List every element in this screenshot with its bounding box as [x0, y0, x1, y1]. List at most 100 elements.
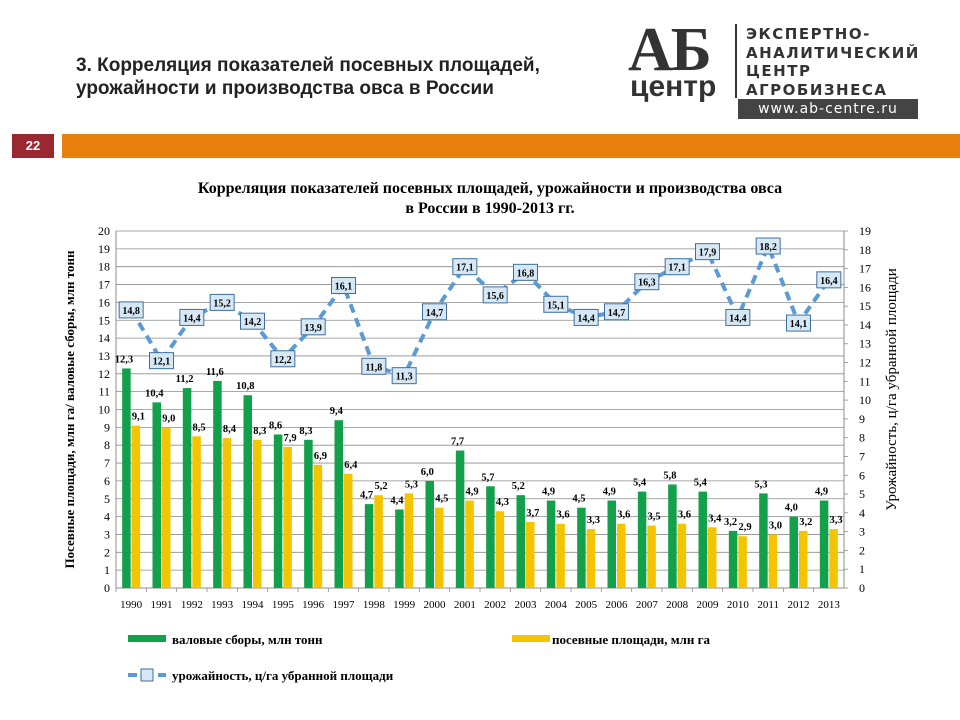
data-label-yield: 14,8 [122, 306, 140, 317]
data-label-yield: 11,8 [365, 362, 382, 373]
bar-sown-area [162, 427, 171, 588]
legend-label-gross-harvest: валовые сборы, млн тонн [172, 632, 323, 647]
x-tick-label: 1991 [151, 599, 173, 611]
x-tick-label: 2006 [606, 599, 629, 611]
slide-title-line1: 3. Корреляция показателей посевных площа… [76, 55, 540, 76]
logo-url: www.ab-centre.ru [738, 99, 918, 119]
bar-gross-harvest [395, 509, 404, 588]
x-tick-label: 2012 [788, 599, 810, 611]
y2-tick-label: 6 [859, 468, 865, 482]
y-tick-label: 20 [98, 224, 110, 238]
data-label-yield: 16,8 [517, 268, 535, 279]
data-label-yield: 17,1 [668, 263, 686, 274]
bar-gross-harvest [728, 530, 738, 588]
marker-yield [422, 303, 447, 321]
data-label-gross-harvest: 8,3 [299, 426, 312, 437]
legend-label-sown-area: посевные площади, млн га [552, 632, 710, 647]
y-tick-label: 12 [98, 367, 110, 381]
bar-gross-harvest [152, 402, 161, 588]
data-label-yield: 14,1 [790, 319, 808, 330]
x-tick-label: 2004 [545, 599, 568, 611]
x-tick-label: 1998 [363, 599, 386, 611]
slide-title: 3. Корреляция показателей посевных площа… [76, 54, 596, 100]
data-label-gross-harvest: 8,6 [269, 420, 282, 431]
marker-yield [695, 243, 720, 261]
x-tick-label: 2013 [818, 599, 841, 611]
data-label-yield: 12,2 [274, 355, 292, 366]
data-label-gross-harvest: 5,7 [481, 472, 494, 483]
logo-text-line2: АНАЛИТИЧЕСКИЙ [746, 43, 920, 62]
data-label-sown-area: 6,9 [314, 451, 327, 462]
data-label-sown-area: 7,9 [284, 433, 297, 444]
marker-yield [240, 312, 265, 330]
company-logo: АБ центр ЭКСПЕРТНО- АНАЛИТИЧЕСКИЙ ЦЕНТР … [628, 19, 928, 122]
header-accent-bar [62, 134, 960, 158]
bar-sown-area [374, 495, 383, 588]
bar-gross-harvest [819, 500, 829, 588]
data-label-sown-area: 3,6 [557, 510, 570, 521]
y-tick-label: 5 [104, 492, 110, 506]
x-tick-label: 2011 [757, 599, 779, 611]
data-label-yield: 15,1 [547, 300, 565, 311]
data-label-yield: 14,4 [729, 313, 747, 324]
y-tick-label: 7 [104, 456, 110, 470]
bar-gross-harvest [213, 380, 222, 588]
y2-tick-label: 12 [859, 356, 871, 370]
data-label-sown-area: 4,9 [466, 487, 479, 498]
y-tick-label: 10 [98, 403, 110, 417]
data-label-yield: 14,4 [577, 313, 595, 324]
x-tick-label: 1992 [181, 599, 203, 611]
y-tick-label: 8 [104, 438, 110, 452]
data-label-yield: 16,4 [820, 276, 838, 287]
legend-swatch-gross-harvest [128, 635, 166, 642]
data-label-sown-area: 3,2 [799, 517, 812, 528]
y2-tick-label: 9 [859, 412, 865, 426]
y-tick-label: 0 [104, 581, 110, 595]
data-label-gross-harvest: 5,8 [663, 470, 676, 481]
data-label-sown-area: 5,2 [375, 481, 388, 492]
marker-yield [179, 308, 205, 326]
x-tick-label: 1997 [333, 599, 356, 611]
marker-yield [816, 271, 842, 289]
y2-tick-label: 8 [859, 431, 865, 445]
data-label-gross-harvest: 5,3 [754, 479, 767, 490]
data-label-gross-harvest: 10,8 [236, 381, 254, 392]
y-tick-label: 1 [104, 563, 110, 577]
data-label-yield: 16,3 [638, 278, 656, 289]
y-tick-label: 18 [98, 260, 110, 274]
x-tick-label: 2002 [484, 599, 506, 611]
bar-gross-harvest [546, 500, 556, 588]
data-label-gross-harvest: 4,5 [572, 494, 585, 505]
marker-yield [270, 350, 296, 368]
slide-title-line2: урожайности и производства овса в России [76, 78, 494, 99]
data-label-sown-area: 8,3 [253, 426, 266, 437]
data-label-gross-harvest: 12,3 [115, 354, 133, 365]
bar-gross-harvest [182, 388, 192, 588]
y2-tick-label: 1 [859, 562, 865, 576]
data-label-gross-harvest: 4,7 [360, 490, 373, 501]
x-tick-label: 2008 [666, 599, 689, 611]
y-tick-label: 15 [98, 313, 110, 327]
marker-yield [725, 308, 751, 326]
bar-sown-area [283, 446, 292, 588]
data-label-sown-area: 3,3 [587, 515, 600, 526]
data-label-sown-area: 3,6 [617, 510, 630, 521]
marker-yield [209, 293, 235, 311]
marker-yield [634, 273, 660, 291]
chart-title-line1: Корреляция показателей посевных площадей… [197, 180, 783, 197]
bar-sown-area [313, 464, 323, 588]
data-label-gross-harvest: 11,6 [206, 367, 224, 378]
data-label-sown-area: 9,0 [162, 413, 175, 424]
marker-yield [664, 258, 690, 276]
bar-sown-area [556, 523, 565, 588]
bar-sown-area [344, 473, 353, 588]
bar-sown-area [526, 521, 535, 588]
marker-yield [331, 276, 356, 294]
y2-tick-label: 13 [859, 337, 871, 351]
bar-gross-harvest [334, 420, 343, 588]
x-tick-label: 2000 [424, 599, 447, 611]
marker-yield [391, 367, 417, 385]
data-label-sown-area: 3,3 [830, 515, 843, 526]
data-label-sown-area: 2,9 [739, 522, 752, 533]
